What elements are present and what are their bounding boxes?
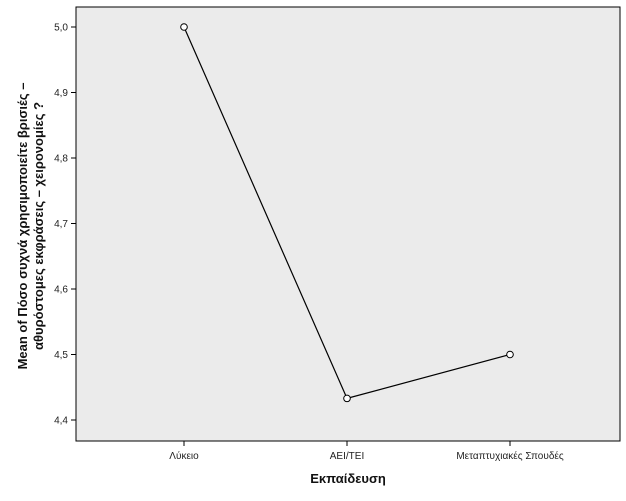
- data-point-marker: [180, 23, 188, 31]
- x-tick-label: Λύκειο: [169, 450, 199, 462]
- plot-area: [75, 6, 621, 442]
- y-tick-label: 4,4: [54, 416, 68, 427]
- x-tick-label: ΑΕΙ/ΤΕΙ: [330, 451, 364, 462]
- y-axis-title-line-1: Mean of Πόσο συχνά χρησιμοποιείτε βρισιέ…: [15, 83, 30, 370]
- x-tick-label: Μεταπτυχιακές Σπουδές: [456, 450, 564, 462]
- y-tick-label: 4,7: [54, 219, 68, 230]
- y-tick-label: 4,9: [54, 88, 68, 99]
- data-point-marker: [506, 350, 514, 359]
- y-axis-title: Mean of Πόσο συχνά χρησιμοποιείτε βρισιέ…: [15, 83, 46, 370]
- y-axis-ticks: 4,4 4,5 4,6 4,7 4,8 4,9 5,0: [54, 23, 76, 427]
- y-axis-title-line-2: αθυρόστομες εκφράσεις – χειρονομίες ?: [31, 102, 46, 350]
- y-tick-label: 4,6: [54, 285, 68, 296]
- data-point-marker: [343, 394, 351, 403]
- series-markers: [180, 23, 514, 403]
- y-tick-label: 4,5: [54, 350, 68, 361]
- y-tick-label: 4,8: [54, 154, 68, 165]
- y-tick-label: 5,0: [54, 23, 68, 34]
- x-axis-title: Εκπαίδευση: [310, 471, 386, 486]
- x-axis-ticks: Λύκειο ΑΕΙ/ΤΕΙ Μεταπτυχιακές Σπουδές: [169, 441, 564, 462]
